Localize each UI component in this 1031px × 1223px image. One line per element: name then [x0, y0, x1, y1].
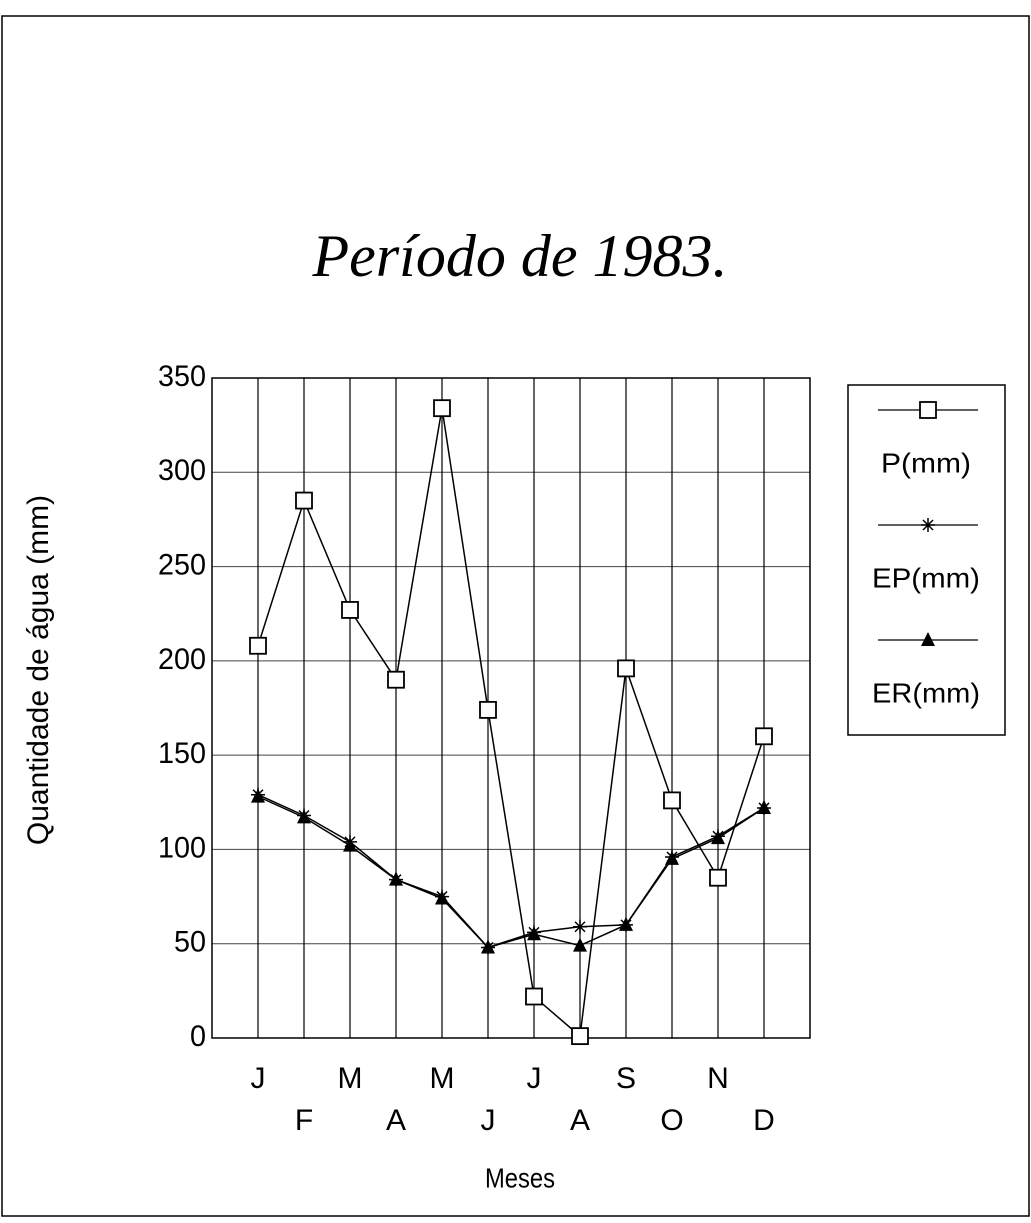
page-frame	[1, 15, 1030, 1217]
x-tick-label: D	[753, 1104, 775, 1137]
chart-title: Período de 1983.	[312, 223, 728, 289]
x-tick-label: N	[707, 1062, 729, 1095]
legend-label: P(mm)	[881, 447, 971, 478]
series-line	[257, 794, 765, 949]
data-point	[573, 937, 587, 952]
y-tick-label: 150	[158, 737, 206, 770]
data-point	[573, 919, 587, 934]
legend-marker	[919, 401, 937, 419]
legend-marker	[921, 632, 935, 646]
plot-frame	[211, 377, 811, 1039]
x-tick-label: M	[338, 1062, 363, 1095]
data-point	[617, 659, 635, 678]
data-point	[665, 850, 679, 865]
x-tick-label: A	[386, 1104, 406, 1137]
y-tick-label: 100	[158, 831, 206, 864]
x-tick-label: J	[527, 1062, 542, 1095]
data-point	[295, 491, 313, 510]
data-point	[711, 830, 725, 845]
y-tick-label: 300	[158, 454, 206, 487]
data-point	[251, 788, 265, 803]
x-tick-label: O	[660, 1104, 683, 1137]
x-tick-label: J	[251, 1062, 266, 1095]
series-line	[257, 408, 765, 1038]
x-tick-label: S	[616, 1062, 636, 1095]
data-point	[433, 399, 451, 418]
legend-marker	[921, 518, 935, 532]
legend-label: ER(mm)	[872, 677, 980, 708]
x-tick-label: M	[430, 1062, 455, 1095]
legend-label: EP(mm)	[872, 562, 980, 593]
data-point	[389, 871, 403, 886]
data-point	[571, 1027, 589, 1046]
data-point	[479, 700, 497, 719]
data-point	[709, 868, 727, 887]
x-tick-label: J	[481, 1104, 496, 1137]
x-axis-label: Meses	[485, 1162, 555, 1193]
data-point	[755, 727, 773, 746]
legend-box	[847, 384, 1006, 736]
y-tick-label: 200	[158, 643, 206, 676]
y-tick-label: 350	[158, 360, 206, 393]
data-point	[387, 670, 405, 689]
x-tick-label: A	[570, 1104, 590, 1137]
y-tick-label: 250	[158, 548, 206, 581]
data-point	[619, 916, 633, 931]
data-point	[527, 926, 541, 941]
data-point	[525, 987, 543, 1006]
y-tick-label: 0	[190, 1020, 206, 1053]
data-point	[297, 809, 311, 824]
series-line	[257, 795, 765, 949]
y-axis-label: Quantidade de água (mm)	[22, 495, 55, 845]
data-point	[481, 939, 495, 954]
data-point	[343, 837, 357, 852]
x-tick-label: F	[295, 1104, 313, 1137]
data-point	[249, 636, 267, 655]
data-point	[757, 799, 771, 814]
data-point	[435, 890, 449, 905]
data-point	[663, 791, 681, 810]
y-tick-label: 50	[174, 926, 206, 959]
data-point	[341, 601, 359, 619]
